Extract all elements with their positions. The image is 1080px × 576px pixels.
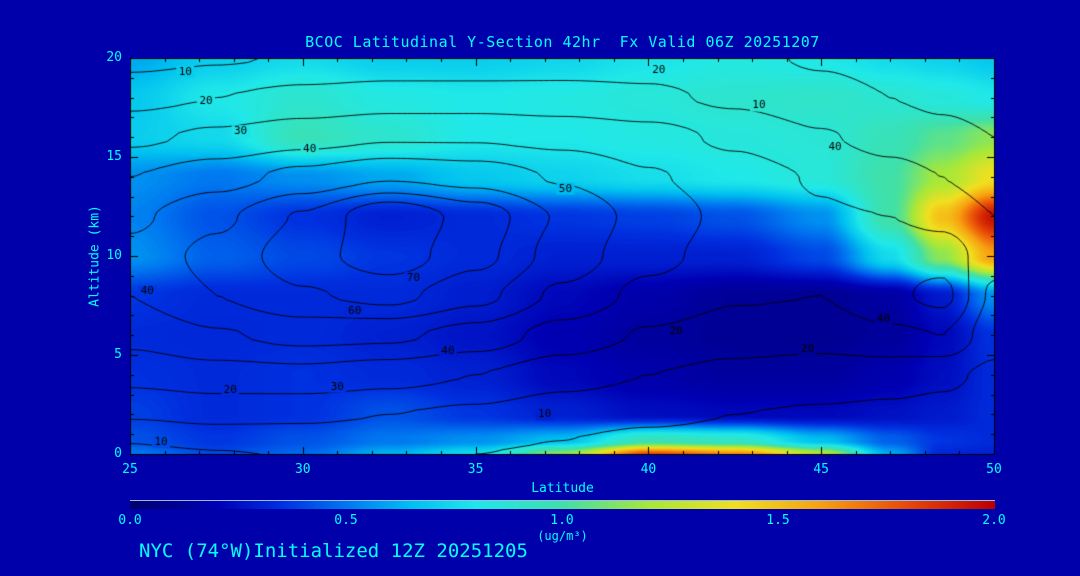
x-tick-label: 40 — [640, 462, 657, 477]
x-tick-label: 50 — [986, 462, 1002, 477]
colorbar-tick-label: 1.5 — [766, 513, 790, 528]
colorbar-tick-label: 0.5 — [334, 513, 358, 528]
y-tick-label: 10 — [106, 248, 122, 263]
y-tick-label: 5 — [114, 347, 122, 362]
contour-plot-canvas — [130, 58, 995, 455]
colorbar-tick-label: 1.0 — [550, 513, 574, 528]
x-axis-label: Latitude — [531, 481, 594, 496]
x-tick-label: 35 — [467, 462, 484, 477]
y-tick-label: 15 — [106, 149, 122, 164]
chart-title: BCOC Latitudinal Y-Section 42hr Fx Valid… — [305, 33, 820, 51]
colorbar-tick-label: 0.0 — [118, 513, 142, 528]
x-tick-label: 25 — [122, 462, 138, 477]
x-tick-label: 30 — [294, 462, 311, 477]
y-tick-label: 0 — [114, 446, 122, 461]
y-tick-label: 20 — [106, 50, 122, 65]
colorbar-gradient — [130, 501, 995, 509]
colorbar-units-label: (ug/m³) — [537, 529, 588, 543]
run-info-text: NYC (74°W)Initialized 12Z 20251205 — [139, 540, 528, 562]
x-tick-label: 45 — [813, 462, 830, 477]
colorbar-axis-line — [130, 500, 995, 501]
colorbar-tick-label: 2.0 — [982, 513, 1006, 528]
